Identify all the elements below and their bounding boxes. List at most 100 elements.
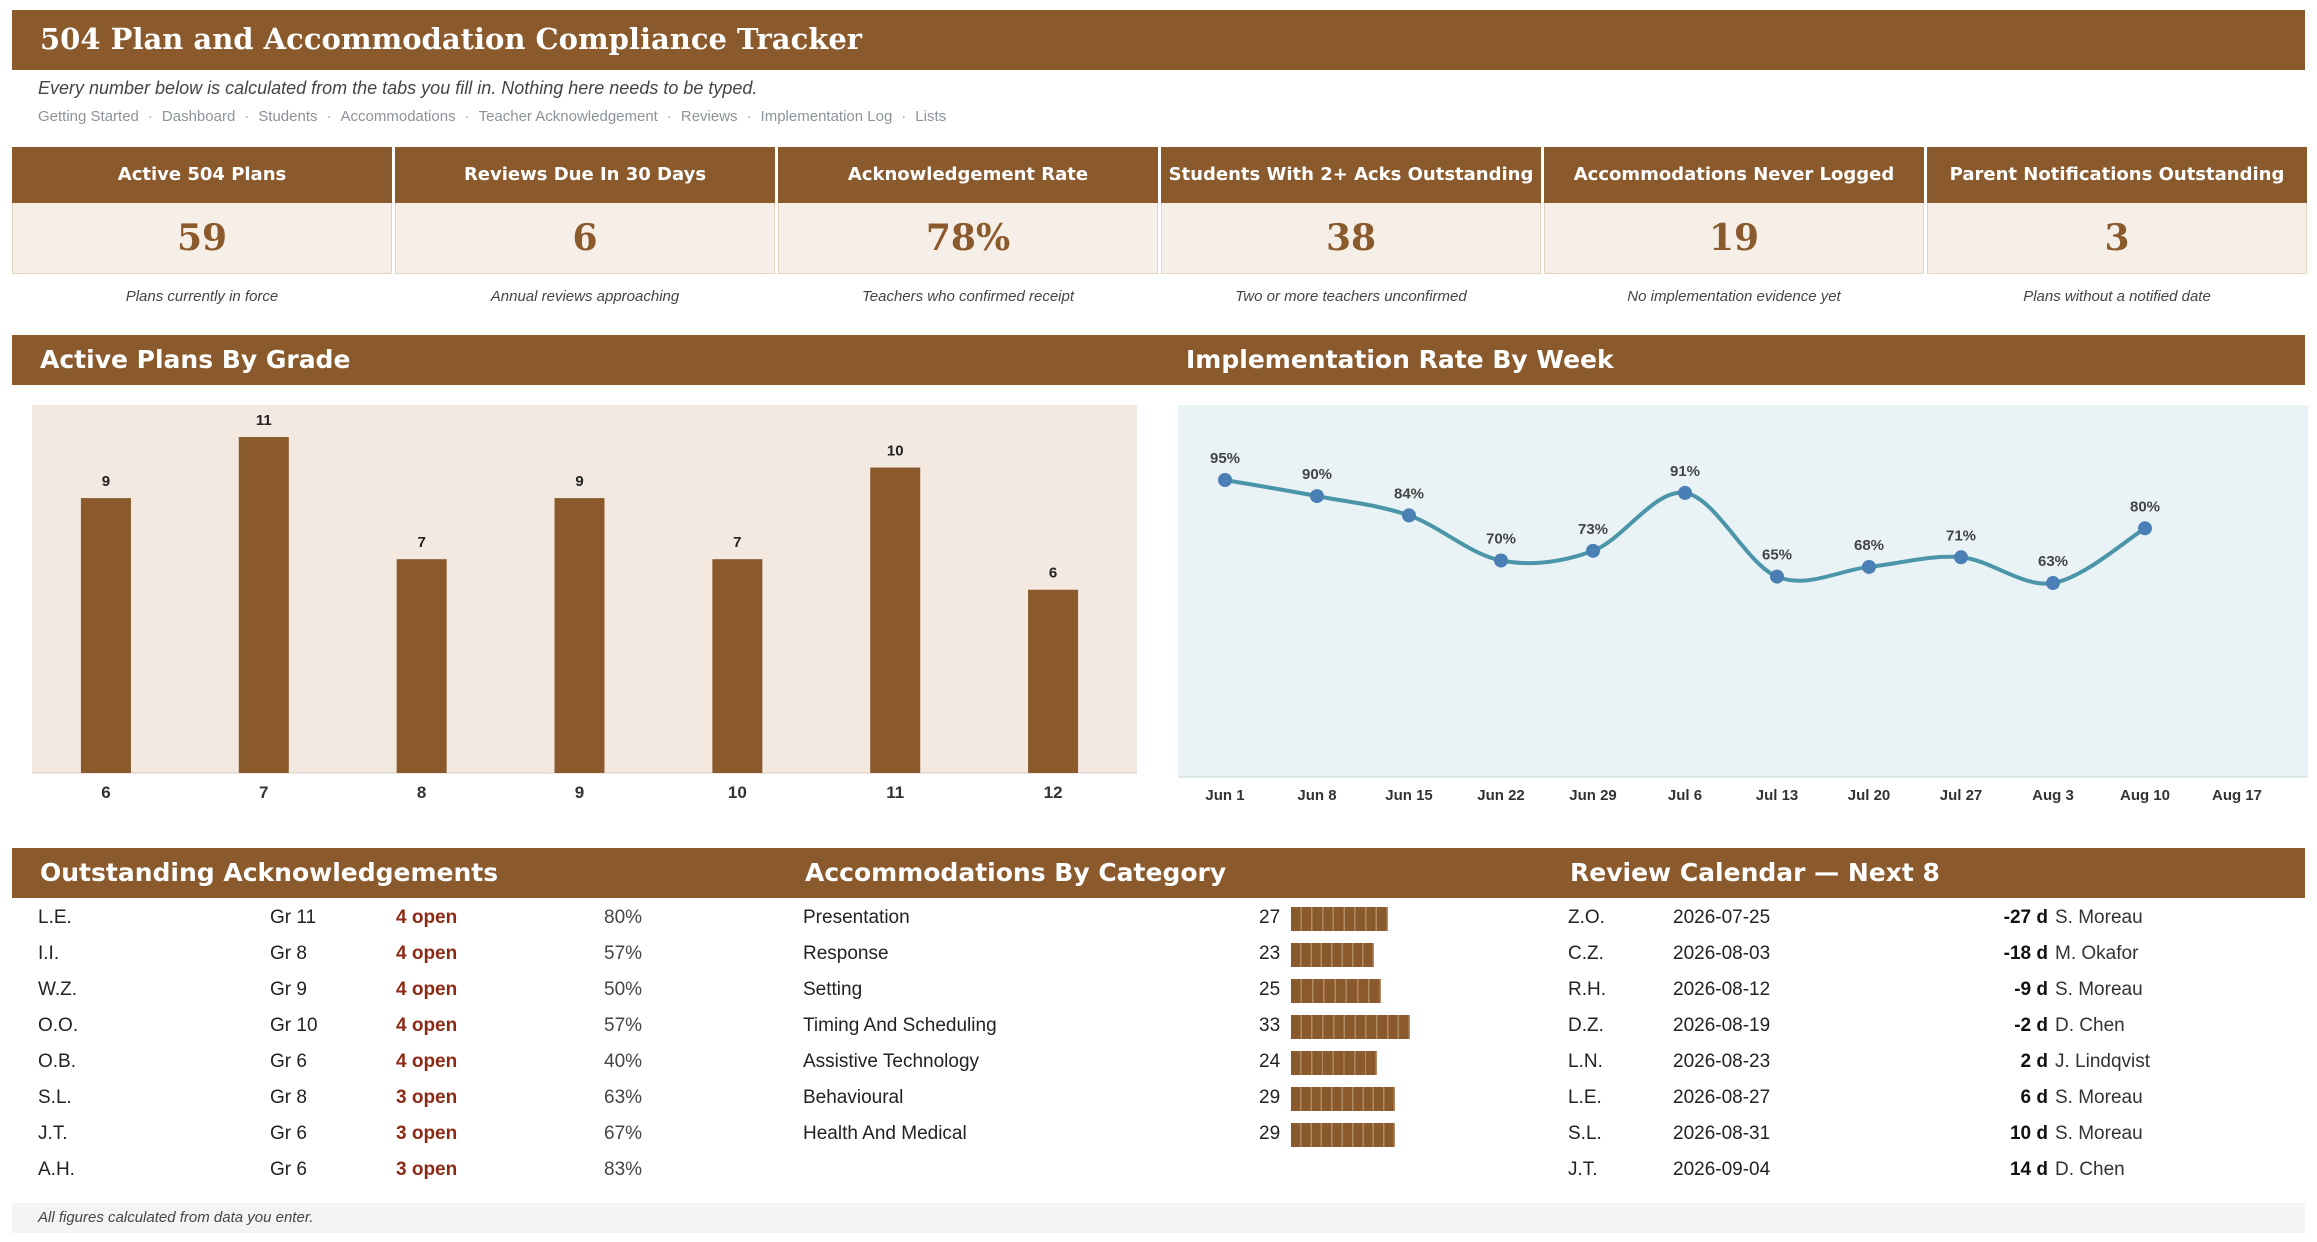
nav-separator: · [464,108,470,125]
days-until-review: 6 d [2020,1087,2048,1108]
table-row: C.Z. 2026-08-03 -18 d M. Okafor [1568,936,2288,972]
category-bar [1291,943,1374,967]
nav-separator: · [666,108,672,125]
student-initials: R.H. [1568,979,1606,1000]
student-grade: Gr 9 [270,979,307,1000]
student-initials: D.Z. [1568,1015,1604,1036]
category-count: 29 [1259,1123,1281,1144]
category-name: Assistive Technology [803,1051,980,1072]
x-tick-label: Jun 1 [1205,787,1244,804]
bar [712,559,763,773]
table-row: O.B. Gr 6 4 open 40% [38,1044,658,1080]
table-row: Presentation 27 [803,900,1423,936]
ack-percent: 67% [604,1123,643,1144]
category-count: 33 [1259,1015,1281,1036]
category-bar [1291,1015,1410,1039]
x-tick-label: 11 [886,783,904,802]
kpi-value: 19 [1544,203,1924,274]
category-name: Presentation [803,907,910,928]
nav-link-students[interactable]: Students [258,108,318,125]
case-manager: D. Chen [2055,1015,2125,1036]
case-manager: S. Moreau [2055,1087,2143,1108]
nav-separator: · [244,108,250,125]
review-date: 2026-09-04 [1673,1159,1771,1180]
ack-percent: 83% [604,1159,643,1180]
open-count: 4 open [396,943,458,964]
nav-link-dashboard[interactable]: Dashboard [161,108,236,125]
implementation-rate-chart: 95% Jun 1 90% Jun 8 84% Jun 15 70% Jun 22 73% Jun… [1178,405,2308,804]
data-point [1402,508,1416,523]
days-until-review: -9 d [2014,979,2048,1000]
table-row: Timing And Scheduling 33 [803,1008,1423,1044]
plot-area [1178,405,2308,777]
table-row: L.N. 2026-08-23 2 d J. Lindqvist [1568,1044,2288,1080]
bar [870,467,921,773]
point-value-label: 71% [1946,527,1976,544]
category-name: Setting [803,979,863,1000]
kpi-caption: Teachers who confirmed receipt [861,288,1075,305]
ack-percent: 40% [604,1051,643,1072]
review-date: 2026-08-31 [1673,1123,1771,1144]
nav-link-teacher-acknowledgement[interactable]: Teacher Acknowledgement [478,108,658,125]
open-count: 3 open [396,1123,458,1144]
review-date: 2026-08-03 [1673,943,1771,964]
x-tick-label: Jul 6 [1668,787,1702,804]
student-grade: Gr 8 [270,1087,307,1108]
kpi-caption: Two or more teachers unconfirmed [1235,288,1467,305]
bar-value-label: 10 [887,443,904,460]
open-count: 3 open [396,1159,458,1180]
kpi-label: Reviews Due In 30 Days [395,147,775,203]
point-value-label: 73% [1578,521,1608,538]
x-tick-label: Jun 15 [1385,787,1433,804]
student-initials: J.T. [1568,1159,1598,1180]
plans-by-grade-chart: 9 6 11 7 7 8 9 9 7 10 10 11 6 12 [32,405,1137,802]
footer-note: All figures calculated from data you ent… [12,1203,2305,1233]
point-value-label: 95% [1210,450,1240,467]
review-date: 2026-08-12 [1673,979,1771,1000]
bar-value-label: 7 [733,534,741,551]
data-point [1310,489,1324,504]
review-date: 2026-08-19 [1673,1015,1771,1036]
ack-percent: 63% [604,1087,643,1108]
table-row: R.H. 2026-08-12 -9 d S. Moreau [1568,972,2288,1008]
student-grade: Gr 11 [270,907,317,928]
nav-link-accommodations[interactable]: Accommodations [340,108,456,125]
nav-link-reviews[interactable]: Reviews [680,108,738,125]
days-until-review: -18 d [2003,943,2048,964]
x-tick-label: Aug 17 [2212,787,2262,804]
point-value-label: 84% [1394,485,1424,502]
nav-link-lists[interactable]: Lists [915,108,947,125]
bar-value-label: 9 [575,473,583,490]
bar-value-label: 11 [256,412,272,429]
student-initials: O.O. [38,1015,79,1036]
open-count: 4 open [396,1051,458,1072]
kpi-card: Accommodations Never Logged 19 No implemen… [1544,147,1924,305]
kpi-label: Acknowledgement Rate [778,147,1158,203]
ack-percent: 80% [604,907,643,928]
case-manager: D. Chen [2055,1159,2125,1180]
page-title: 504 Plan and Accommodation Compliance Tr… [40,22,863,56]
nav-link-getting-started[interactable]: Getting Started [38,108,139,125]
category-count: 29 [1259,1087,1281,1108]
review-date: 2026-07-25 [1673,907,1771,928]
category-count: 27 [1259,907,1281,928]
student-initials: C.Z. [1568,943,1604,964]
section-accommodations-by-category: Accommodations By Category [777,848,1562,898]
kpi-card: Parent Notifications Outstanding 3 Plans w… [1927,147,2307,305]
x-tick-label: Jul 20 [1848,787,1891,804]
kpi-card: Active 504 Plans 59 Plans currently in for… [12,147,392,305]
ack-percent: 50% [604,979,643,1000]
student-grade: Gr 10 [270,1015,318,1036]
case-manager: M. Okafor [2055,943,2139,964]
kpi-caption: Annual reviews approaching [490,288,680,305]
student-grade: Gr 6 [270,1123,307,1144]
x-tick-label: 6 [101,783,110,802]
category-count: 23 [1259,943,1281,964]
kpi-label: Active 504 Plans [12,147,392,203]
table-row: Z.O. 2026-07-25 -27 d S. Moreau [1568,900,2288,936]
x-tick-label: Jul 27 [1940,787,1983,804]
nav-link-implementation-log[interactable]: Implementation Log [760,108,893,125]
category-bar [1291,979,1381,1003]
review-date: 2026-08-23 [1673,1051,1771,1072]
data-point [1586,543,1600,558]
